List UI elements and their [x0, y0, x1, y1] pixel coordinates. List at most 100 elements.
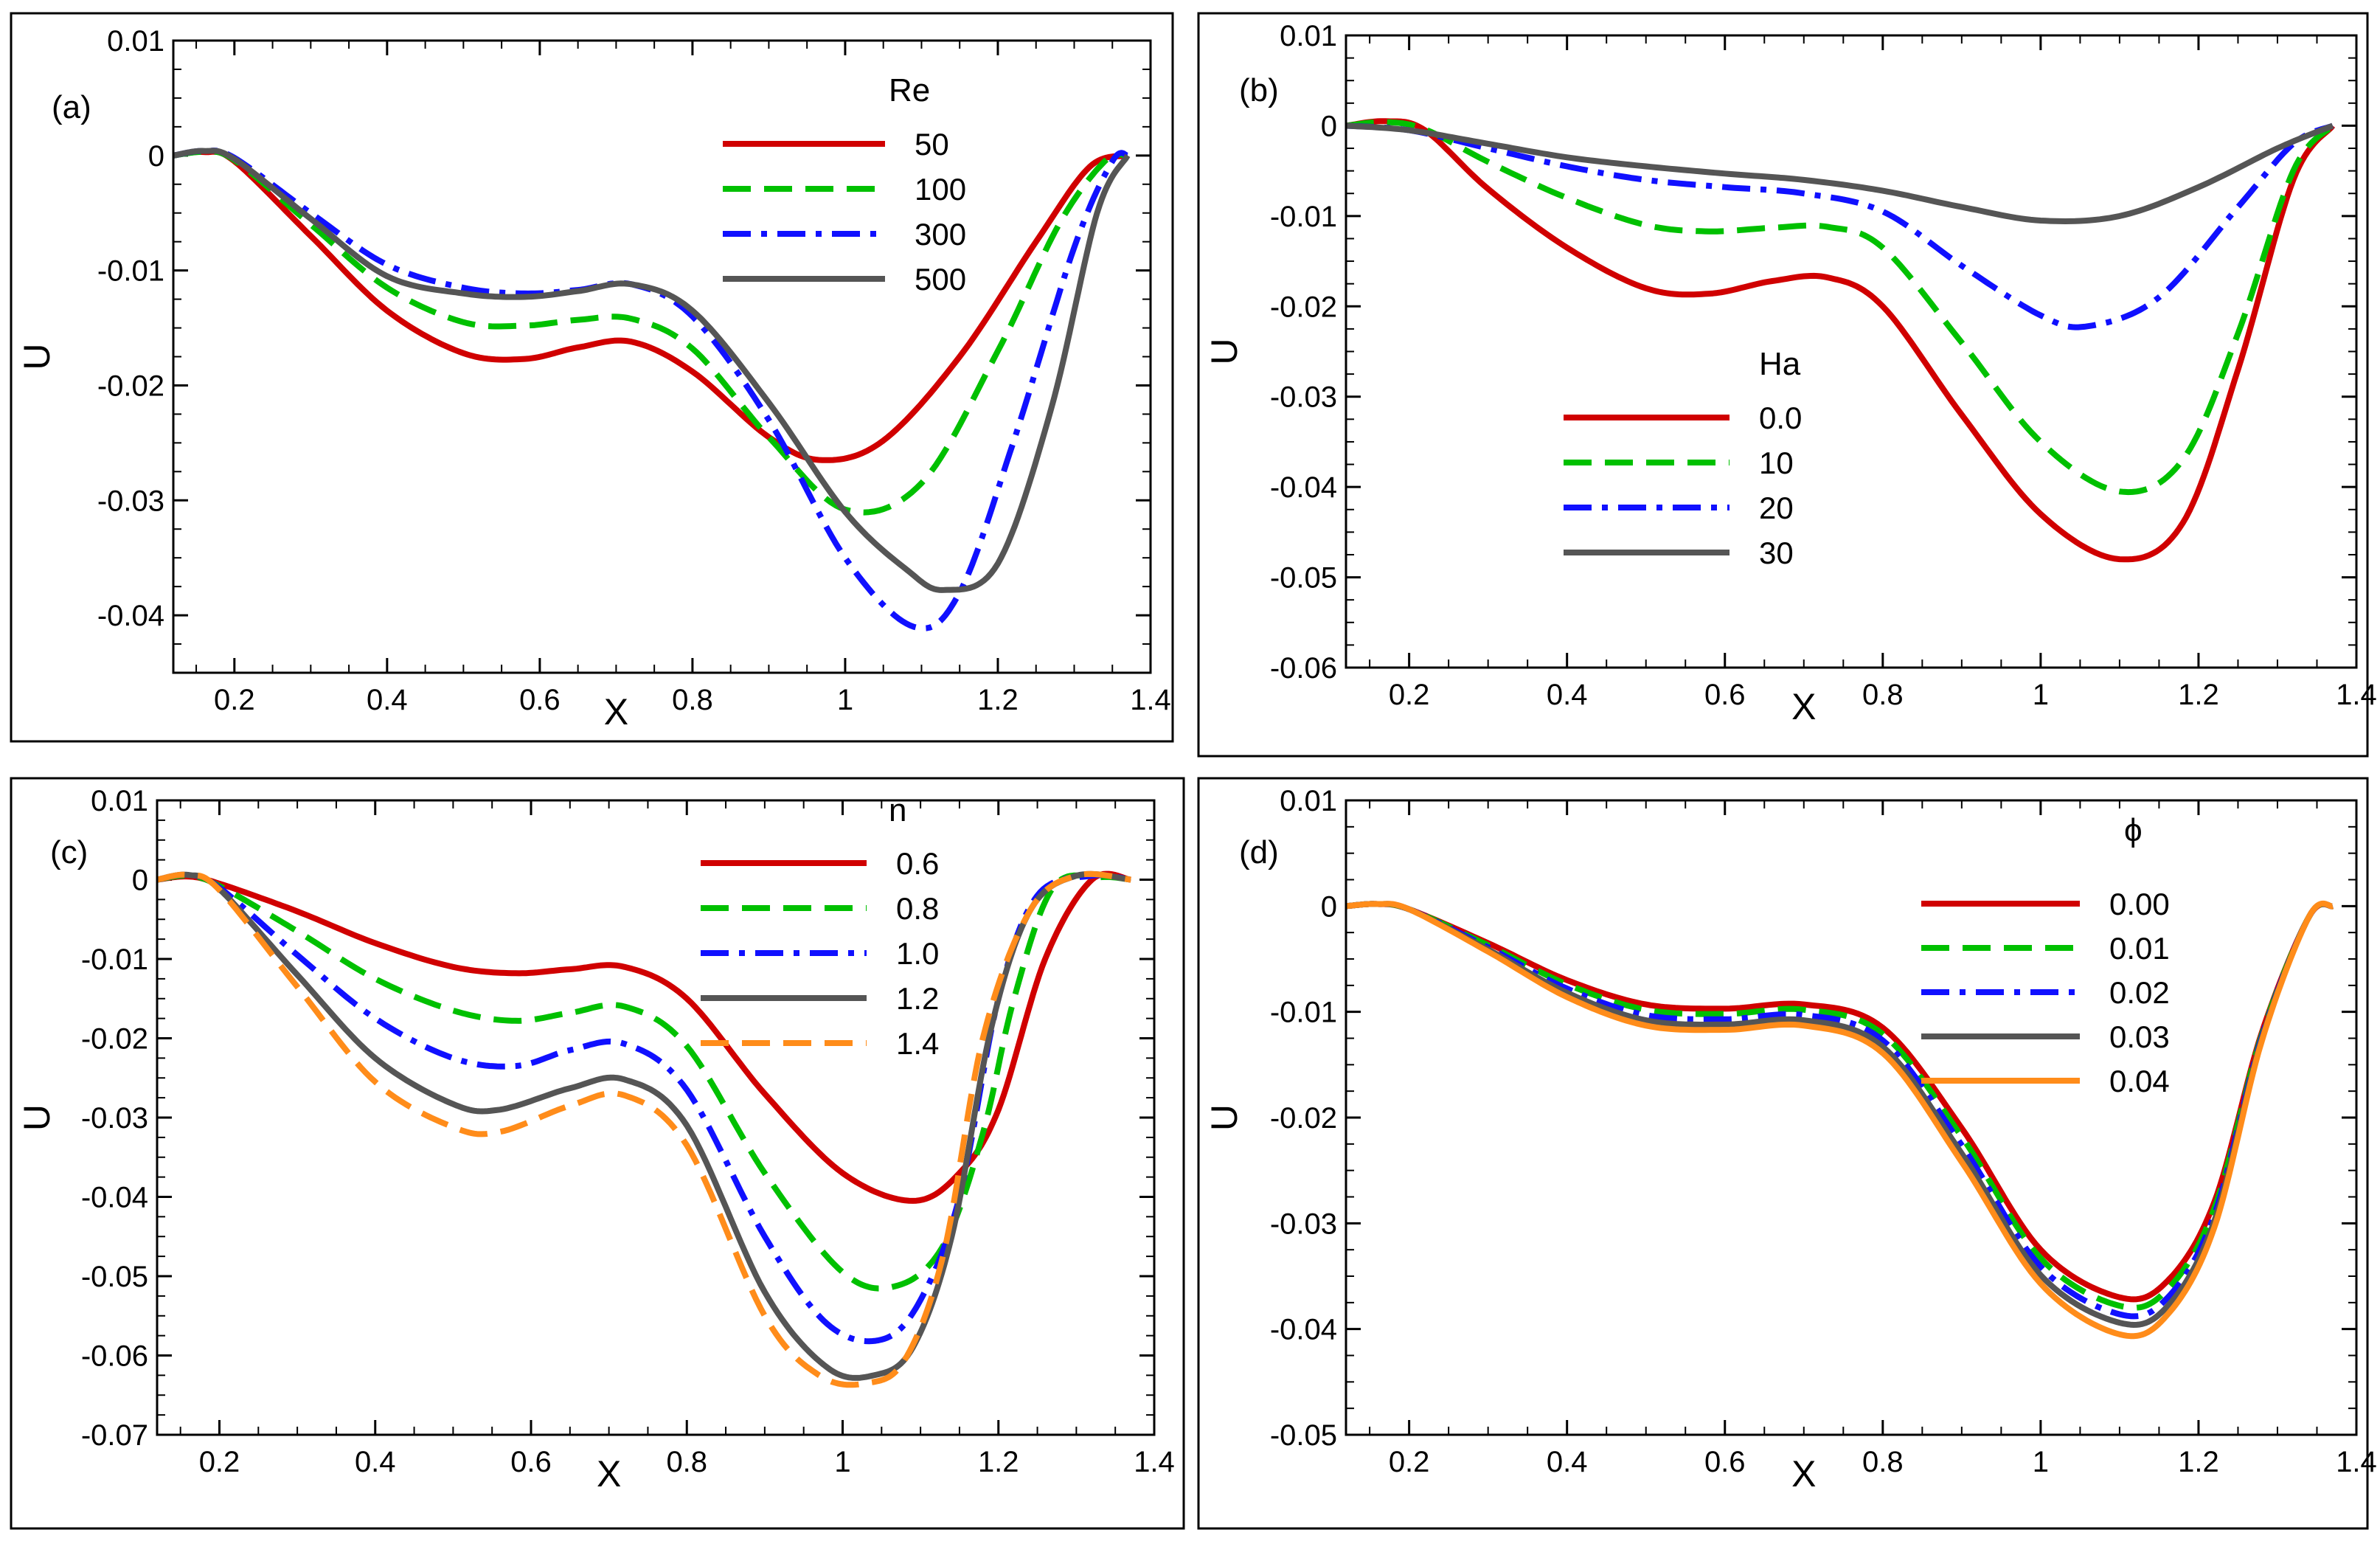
- series-line-1.0: [157, 871, 1133, 1345]
- panel-c: 0.2 0.4 0.6 0.8 1 1.2 1.4 0.01 0 -0.01 -0.02 -0.03 -…: [10, 777, 1185, 1530]
- x-tick-label: 1.4: [2336, 679, 2377, 711]
- y-tick-label: -0.07: [81, 1419, 148, 1452]
- y-tick-label: -0.01: [1270, 997, 1337, 1029]
- x-axis-title: X: [1791, 686, 1816, 727]
- y-tick-label: -0.03: [81, 1102, 148, 1135]
- legend-entry: 0.01: [2109, 931, 2170, 966]
- legend-entry: 0.8: [896, 891, 939, 926]
- legend-entry: 0.04: [2109, 1064, 2170, 1098]
- legend-entry: 500: [915, 262, 966, 297]
- legend-entry: 50: [915, 127, 949, 162]
- series-line-10: [1346, 119, 2335, 496]
- y-tick-label: -0.03: [1270, 381, 1337, 414]
- series-line-300: [173, 148, 1131, 631]
- panel-b: 0.2 0.4 0.6 0.8 1 1.2 1.40.010-0.01-0.02-0.03-…: [1197, 12, 2377, 758]
- panel-label: (c): [50, 834, 88, 870]
- legend-title: ϕ: [2124, 812, 2143, 848]
- panel-frame: [1197, 12, 2369, 758]
- series-line-20: [1346, 122, 2335, 330]
- y-axis-title: U: [16, 343, 58, 370]
- y-tick-label: -0.02: [1270, 291, 1337, 323]
- series-line-0.04: [1346, 900, 2335, 1340]
- y-tick-label: -0.02: [97, 370, 164, 402]
- y-tick-label: -0.05: [1270, 1419, 1337, 1452]
- y-tick-label: -0.01: [97, 255, 164, 288]
- legend-entry: 20: [1759, 491, 1794, 525]
- series-line-0.00: [1346, 901, 2335, 1303]
- x-tick-label: 0.2: [214, 684, 255, 716]
- legend-entry: 1.4: [896, 1026, 939, 1061]
- plot-area-border: [1345, 34, 2358, 669]
- y-tick-label: -0.03: [97, 485, 164, 517]
- y-tick-label: -0.02: [1270, 1102, 1337, 1135]
- panel-frame: [1197, 777, 2369, 1530]
- y-tick-label: -0.04: [81, 1182, 148, 1214]
- legend: ϕ 0.00 0.01 0.02 0.03 0.04: [1921, 812, 2170, 1098]
- y-tick-label: -0.05: [81, 1261, 148, 1293]
- legend: Re 50 100 300 500: [723, 72, 966, 297]
- y-tick-label: -0.01: [81, 943, 148, 976]
- x-tick-label: 1: [834, 1446, 850, 1478]
- panel-d: 0.2 0.4 0.6 0.8 1 1.2 1.4 0.01 0 -0.01 -0.02 -0.03 -…: [1197, 777, 2377, 1530]
- x-axis-title: X: [597, 1453, 621, 1495]
- x-tick-label: 1.2: [978, 1446, 1019, 1478]
- legend-entry: 0.00: [2109, 887, 2170, 921]
- x-tick-label: 0.2: [199, 1446, 240, 1478]
- series-line-50: [173, 148, 1130, 463]
- panel-label: (b): [1239, 72, 1279, 108]
- y-axis-title: U: [16, 1104, 58, 1131]
- legend-entry: 0.03: [2109, 1019, 2170, 1054]
- legend-title: Re: [889, 72, 930, 108]
- y-tick-label: -0.04: [1270, 1314, 1337, 1346]
- series-line-0.6: [157, 870, 1133, 1204]
- legend-entry: 0.02: [2109, 975, 2170, 1010]
- x-tick-label: 1.4: [1134, 1446, 1175, 1478]
- x-tick-label: 0.4: [1547, 1446, 1588, 1478]
- legend-entry: 10: [1759, 446, 1794, 480]
- legend: n 0.6 0.8 1.0 1.2 1.4: [701, 792, 939, 1061]
- legend-entry: 1.2: [896, 981, 939, 1016]
- legend-entry: 0.0: [1759, 401, 1802, 435]
- y-tick-label: -0.04: [1270, 471, 1337, 504]
- y-tick-label: 0: [148, 140, 164, 173]
- series-line-100: [173, 148, 1130, 516]
- x-tick-label: 0.8: [1862, 679, 1904, 711]
- legend-entry: 100: [915, 172, 966, 207]
- x-tick-label: 1.4: [1130, 684, 1171, 716]
- series-line-1.2: [157, 870, 1132, 1381]
- y-axis-title: U: [1204, 1104, 1245, 1131]
- panel-a: 0.2 0.4 0.6 0.8 1 1.2 1.4 0.01 0 -0.01 -0.02 -0.03 -…: [10, 12, 1174, 743]
- curves: [157, 870, 1133, 1388]
- y-tick-label: -0.02: [81, 1023, 148, 1056]
- series-line-0.01: [1346, 901, 2335, 1311]
- series-line-0.8: [157, 872, 1133, 1292]
- y-tick-label: 0: [132, 865, 148, 897]
- y-tick-label: -0.04: [97, 600, 164, 632]
- x-tick-label: 1: [837, 684, 853, 716]
- y-tick-label: -0.06: [81, 1340, 148, 1373]
- curves: [173, 148, 1131, 631]
- x-tick-label: 0.2: [1389, 1446, 1430, 1478]
- legend-entry: 1.0: [896, 936, 939, 971]
- y-tick-label: -0.05: [1270, 562, 1337, 595]
- legend-title: Ha: [1759, 346, 1801, 382]
- y-tick-label: -0.03: [1270, 1208, 1337, 1240]
- y-axis-title: U: [1204, 338, 1245, 364]
- y-tick-label: 0.01: [91, 785, 148, 817]
- x-tick-label: 1.2: [2178, 1446, 2219, 1478]
- panel-frame: [10, 777, 1185, 1530]
- x-tick-label: 1.2: [2178, 679, 2219, 711]
- legend: Ha 0.0 10 20 30: [1564, 346, 1802, 570]
- legend-entry: 30: [1759, 536, 1794, 570]
- x-tick-label: 0.4: [1547, 679, 1588, 711]
- x-tick-label: 0.6: [519, 684, 561, 716]
- x-tick-label: 1.2: [977, 684, 1019, 716]
- series-line-1.4: [157, 870, 1132, 1388]
- y-tick-label: 0.01: [1280, 785, 1337, 817]
- legend-title: n: [889, 792, 906, 828]
- x-tick-label: 0.8: [1862, 1446, 1904, 1478]
- x-tick-label: 0.4: [355, 1446, 396, 1478]
- x-axis-title: X: [1791, 1453, 1816, 1495]
- curves: [1346, 900, 2335, 1340]
